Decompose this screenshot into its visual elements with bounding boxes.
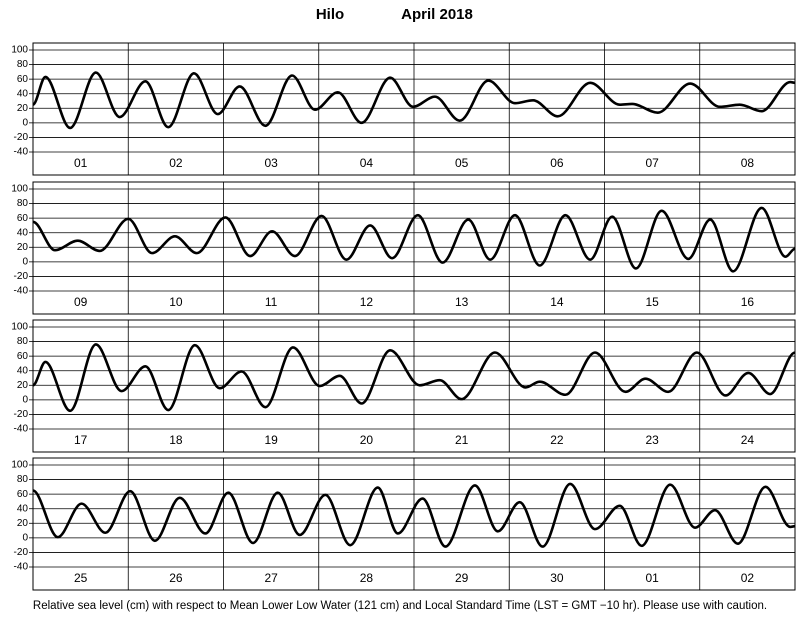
y-tick-label: 40: [17, 88, 29, 99]
tide-curve: [32, 482, 796, 548]
y-tick-label: 0: [22, 117, 28, 128]
month-title: April 2018: [401, 6, 473, 23]
y-tick-label: 60: [17, 213, 29, 224]
tide-curve: [31, 71, 796, 130]
day-label: 19: [264, 433, 278, 447]
y-tick-label: 80: [17, 59, 29, 70]
day-label: 23: [645, 433, 659, 447]
day-label: 02: [741, 571, 755, 585]
y-tick-label: -40: [14, 147, 29, 158]
day-label: 01: [74, 156, 88, 170]
y-tick-label: 20: [17, 518, 29, 529]
day-label: 18: [169, 433, 183, 447]
y-tick-label: 20: [17, 242, 29, 253]
day-label: 11: [265, 295, 278, 309]
y-tick-label: -40: [14, 562, 29, 573]
y-tick-label: 0: [22, 256, 28, 267]
day-label: 02: [169, 156, 183, 170]
day-label: 24: [741, 433, 755, 447]
day-label: 01: [645, 571, 659, 585]
y-tick-label: 60: [17, 351, 29, 362]
day-label: 15: [645, 295, 659, 309]
y-tick-label: 40: [17, 365, 29, 376]
y-tick-label: 100: [11, 184, 28, 195]
y-tick-label: 0: [22, 532, 28, 543]
day-label: 03: [264, 156, 278, 170]
y-tick-label: 20: [17, 380, 29, 391]
day-label: 17: [74, 433, 88, 447]
day-label: 14: [550, 295, 564, 309]
day-label: 08: [741, 156, 755, 170]
tide-curve: [32, 206, 796, 273]
day-label: 27: [264, 571, 278, 585]
day-label: 25: [74, 571, 88, 585]
day-label: 28: [360, 571, 374, 585]
day-label: 07: [645, 156, 659, 170]
y-tick-label: 100: [11, 322, 28, 333]
day-label: 09: [74, 295, 88, 309]
day-label: 04: [360, 156, 374, 170]
y-tick-label: -20: [14, 547, 29, 558]
day-label: 06: [550, 156, 564, 170]
station-title: Hilo: [316, 6, 344, 23]
y-tick-label: -20: [14, 271, 29, 282]
y-tick-label: 40: [17, 227, 29, 238]
day-label: 12: [360, 295, 374, 309]
y-tick-label: 60: [17, 74, 29, 85]
y-tick-label: 80: [17, 336, 29, 347]
day-label: 29: [455, 571, 469, 585]
y-tick-label: 80: [17, 198, 29, 209]
day-label: 21: [455, 433, 469, 447]
y-tick-label: 80: [17, 474, 29, 485]
y-tick-label: 20: [17, 103, 29, 114]
y-tick-label: -20: [14, 132, 29, 143]
y-tick-label: 60: [17, 489, 29, 500]
day-label: 20: [360, 433, 374, 447]
day-label: 26: [169, 571, 183, 585]
y-tick-label: 100: [11, 460, 28, 471]
day-label: 13: [455, 295, 469, 309]
y-tick-label: -40: [14, 286, 29, 297]
day-label: 10: [169, 295, 183, 309]
y-tick-label: 0: [22, 394, 28, 405]
y-tick-label: -20: [14, 409, 29, 420]
y-tick-label: 100: [11, 45, 28, 56]
tide-curve: [32, 343, 796, 413]
day-label: 22: [550, 433, 564, 447]
y-tick-label: 40: [17, 503, 29, 514]
day-label: 16: [741, 295, 755, 309]
y-tick-label: -40: [14, 424, 29, 435]
day-label: 05: [455, 156, 469, 170]
day-label: 30: [550, 571, 564, 585]
footnote: Relative sea level (cm) with respect to …: [33, 600, 767, 612]
